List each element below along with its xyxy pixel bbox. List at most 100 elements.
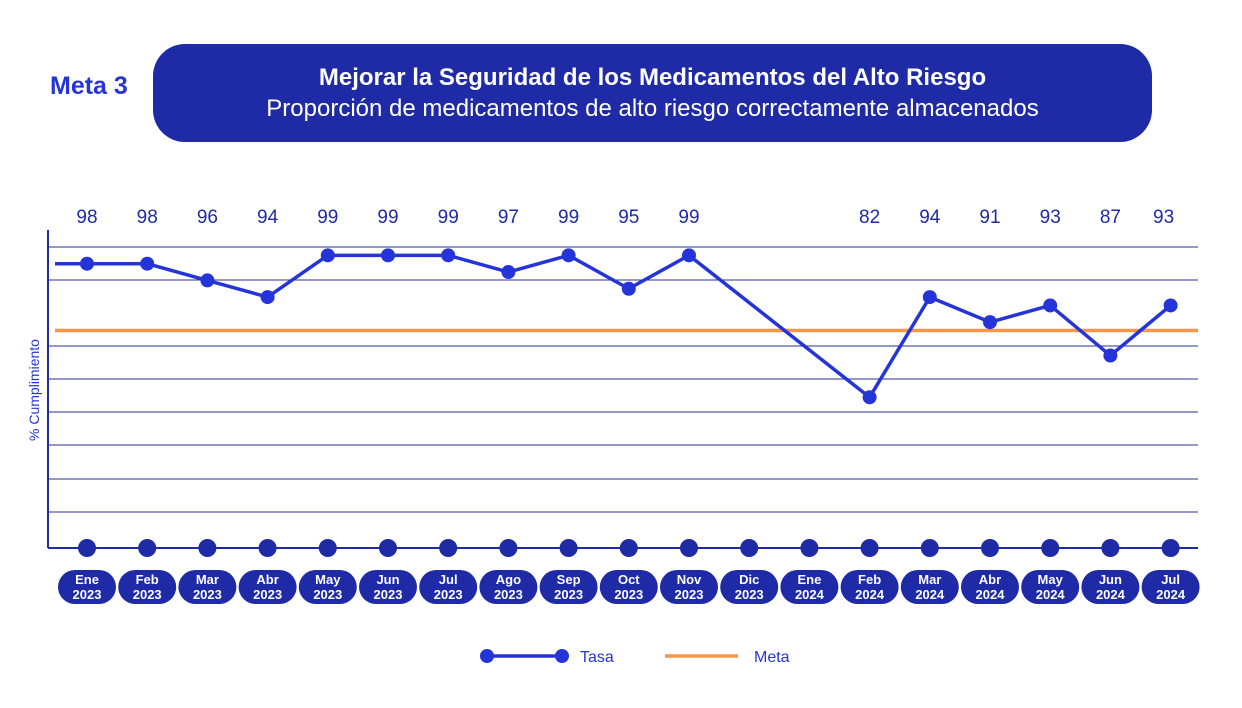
tick-label-month: Sep — [557, 572, 581, 587]
category-pill — [118, 570, 177, 604]
tick-label-year: 2024 — [1156, 587, 1186, 602]
data-label: 99 — [377, 207, 398, 228]
y-axis-label: % Cumplimiento — [26, 339, 42, 441]
tick-label-year: 2024 — [795, 587, 825, 602]
data-point — [260, 290, 275, 305]
category-pill — [900, 570, 959, 604]
title-banner: Mejorar la Seguridad de los Medicamentos… — [153, 44, 1152, 142]
tick-label-month: May — [1038, 572, 1064, 587]
axis-marker — [981, 539, 999, 557]
category-pill — [178, 570, 237, 604]
tick-label-year: 2023 — [675, 587, 704, 602]
legend-label-tasa: Tasa — [580, 649, 614, 666]
axis-marker — [1041, 539, 1060, 557]
tick-label-month: Nov — [677, 572, 702, 587]
category-pill — [720, 570, 779, 604]
axis-marker — [198, 539, 217, 557]
tick-label-year: 2023 — [614, 587, 643, 602]
axis-marker — [138, 539, 157, 557]
legend-marker-tasa — [555, 649, 569, 663]
data-label: 91 — [979, 207, 1000, 228]
tick-label-month: Mar — [918, 572, 941, 587]
tick-label-month: Abr — [979, 572, 1001, 587]
axis-marker — [1161, 539, 1180, 557]
chart-title: Mejorar la Seguridad de los Medicamentos… — [318, 64, 987, 91]
meta-label: Meta 3 — [50, 72, 128, 100]
category-pill — [238, 570, 297, 604]
data-point — [682, 248, 696, 263]
data-point — [200, 273, 215, 288]
data-point — [1163, 298, 1178, 313]
axis-marker — [619, 539, 638, 557]
tick-label-month: Mar — [196, 572, 219, 587]
tick-label-month: Abr — [256, 572, 278, 587]
data-point — [501, 265, 516, 280]
tick-label-month: Feb — [858, 572, 881, 587]
tick-label-year: 2024 — [915, 587, 945, 602]
chart-subtitle: Proporción de medicamentos de alto riesg… — [266, 95, 1039, 122]
axis-marker — [800, 539, 819, 557]
category-pill — [961, 570, 1019, 604]
axis-marker — [439, 539, 458, 557]
tick-label-year: 2024 — [976, 587, 1006, 602]
data-point — [320, 248, 335, 263]
axis-marker — [740, 539, 759, 557]
axis-marker — [78, 539, 96, 557]
category-pill — [479, 570, 538, 604]
tick-label-year: 2023 — [313, 587, 342, 602]
data-point — [561, 248, 576, 263]
category-pill — [780, 570, 839, 604]
category-pill — [599, 570, 658, 604]
tick-label-month: Ene — [797, 572, 821, 587]
category-pill — [1021, 570, 1080, 604]
tick-label-year: 2024 — [1096, 587, 1126, 602]
tick-label-month: Oct — [618, 572, 640, 587]
axis-marker — [559, 539, 578, 557]
data-label: 99 — [558, 207, 579, 228]
data-point — [441, 248, 456, 263]
category-pill — [840, 570, 899, 604]
axis-marker — [860, 539, 879, 557]
tick-label-year: 2023 — [374, 587, 403, 602]
data-label: 93 — [1040, 207, 1061, 228]
tick-label-month: Jul — [1161, 572, 1180, 587]
tick-label-month: Feb — [136, 572, 159, 587]
category-pill — [298, 570, 357, 604]
data-label: 99 — [438, 207, 459, 228]
data-label: 96 — [197, 207, 218, 228]
data-label: 97 — [498, 207, 519, 228]
data-point — [862, 390, 877, 405]
axis-marker — [379, 539, 397, 557]
axis-marker — [499, 539, 518, 557]
category-pill — [660, 570, 718, 604]
tick-label-month: Dic — [739, 572, 759, 587]
category-pill — [419, 570, 478, 604]
data-point — [80, 256, 94, 271]
data-point — [983, 315, 997, 330]
data-point — [140, 256, 155, 271]
tick-label-month: Jun — [1099, 572, 1122, 587]
tick-label-year: 2023 — [73, 587, 102, 602]
tick-label-year: 2023 — [133, 587, 162, 602]
data-label: 94 — [919, 207, 941, 228]
series-line-tasa — [55, 253, 1172, 400]
axis-marker — [318, 539, 337, 557]
axis-marker — [258, 539, 277, 557]
data-label: 94 — [257, 207, 279, 228]
legend-label-meta: Meta — [754, 649, 790, 666]
tick-label-year: 2023 — [193, 587, 222, 602]
data-point — [1043, 298, 1058, 313]
tick-label-year: 2023 — [253, 587, 282, 602]
tick-label-year: 2023 — [434, 587, 463, 602]
data-label: 87 — [1100, 207, 1121, 228]
data-label: 93 — [1153, 207, 1174, 228]
axis-marker — [1101, 539, 1120, 557]
tick-label-year: 2023 — [554, 587, 583, 602]
category-pill — [1141, 570, 1200, 604]
tick-label-year: 2023 — [735, 587, 764, 602]
data-point — [381, 248, 395, 263]
data-label: 82 — [859, 207, 880, 228]
data-label: 99 — [678, 207, 699, 228]
tick-label-month: May — [315, 572, 341, 587]
